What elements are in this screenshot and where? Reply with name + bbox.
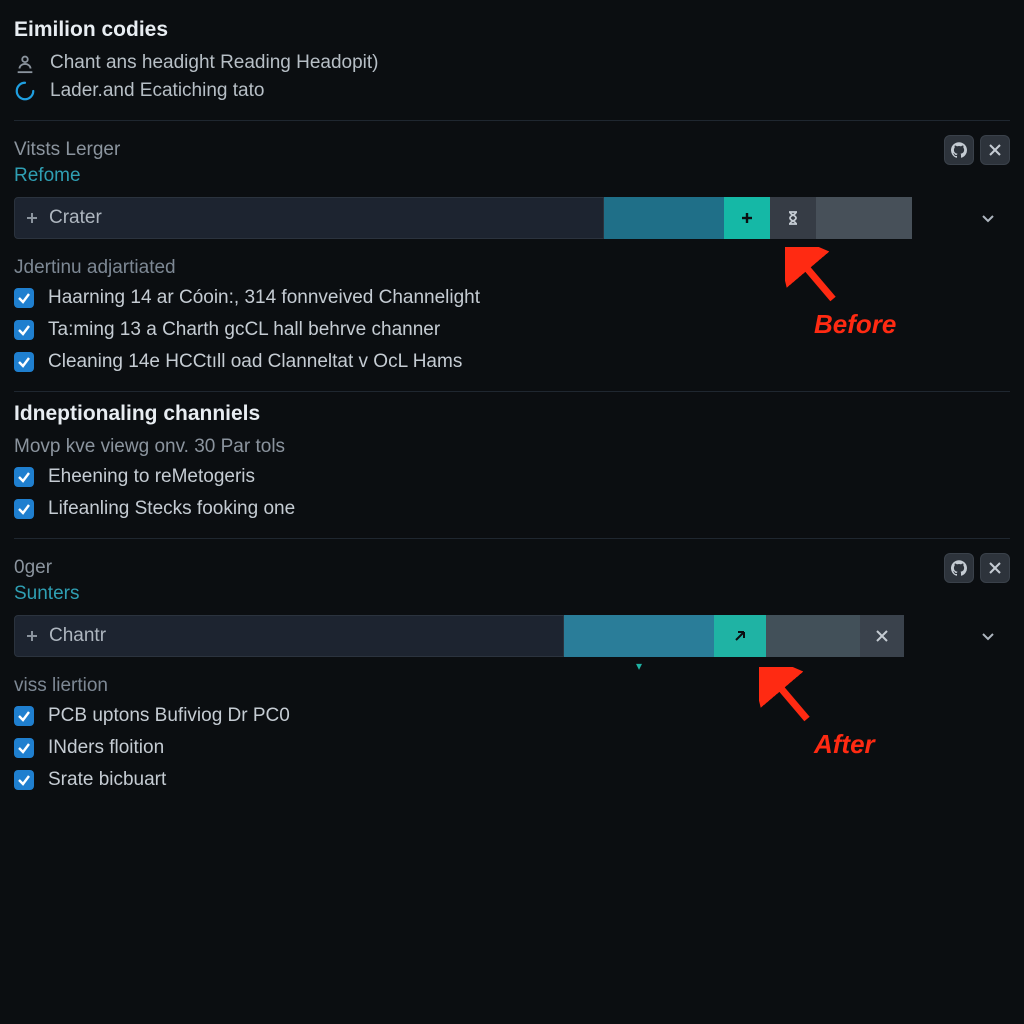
section2-sub: Movp kve viewg onv. 30 Par tols xyxy=(14,436,1010,458)
panel2-label: 0ger xyxy=(14,557,79,579)
section2-title: Idneptionaling channiels xyxy=(14,402,1010,426)
checkbox-icon[interactable] xyxy=(14,706,34,726)
panel2-expand[interactable] xyxy=(966,615,1010,657)
header-row-2-text: Lader.and Ecatiching tato xyxy=(50,80,264,102)
panel1-list: Haarning 14 ar Cóoin:, 314 fonnveived Ch… xyxy=(14,287,1010,373)
list-item-label: Cleaning 14e HCCtıll oad Clanneltat v Oc… xyxy=(48,351,462,373)
panel2-bar: Chantr xyxy=(14,615,1010,657)
checkbox-icon[interactable] xyxy=(14,499,34,519)
divider xyxy=(14,538,1010,539)
panel1-expand[interactable] xyxy=(966,197,1010,239)
page-title: Eimilion codies xyxy=(14,18,1010,42)
panel1-seg-progress[interactable] xyxy=(604,197,724,239)
panel1-seg-gray[interactable] xyxy=(816,197,912,239)
list-item[interactable]: Haarning 14 ar Cóoin:, 314 fonnveived Ch… xyxy=(14,287,1010,309)
panel1-input[interactable]: Crater xyxy=(14,197,604,239)
panel1-label: Vitsts Lerger xyxy=(14,139,120,161)
close-button[interactable] xyxy=(980,553,1010,583)
list-item[interactable]: Cleaning 14e HCCtıll oad Clanneltat v Oc… xyxy=(14,351,1010,373)
list-item-label: INders floition xyxy=(48,737,164,759)
panel2-list: PCB uptons Bufiviog Dr PC0 INders floiti… xyxy=(14,705,1010,791)
tiny-caret-icon: ▾ xyxy=(636,659,642,673)
panel2-close-seg[interactable] xyxy=(860,615,904,657)
list-item-label: PCB uptons Bufiviog Dr PC0 xyxy=(48,705,290,727)
checkbox-icon[interactable] xyxy=(14,352,34,372)
github-button[interactable] xyxy=(944,553,974,583)
list-item-label: Eheening to reMetogeris xyxy=(48,466,255,488)
panel1-input-text: Crater xyxy=(49,207,102,229)
divider xyxy=(14,120,1010,121)
panel2-seg-gray[interactable] xyxy=(766,615,860,657)
checkbox-icon[interactable] xyxy=(14,770,34,790)
panel1-hourglass-button[interactable] xyxy=(770,197,816,239)
panel2-seg-progress[interactable] xyxy=(564,615,714,657)
panel2-group-label: viss liertion xyxy=(14,675,1010,697)
list-item-label: Srate bicbuart xyxy=(48,769,166,791)
github-button[interactable] xyxy=(944,135,974,165)
panel1-add-button[interactable] xyxy=(724,197,770,239)
header-row-2: Lader.and Ecatiching tato xyxy=(14,80,1010,102)
panel2-input[interactable]: Chantr xyxy=(14,615,564,657)
checkbox-icon[interactable] xyxy=(14,288,34,308)
panel1-group-label: Jdertinu adjartiated xyxy=(14,257,1010,279)
panel1-head: Vitsts Lerger Refome xyxy=(14,131,1010,187)
list-item-label: Haarning 14 ar Cóoin:, 314 fonnveived Ch… xyxy=(48,287,480,309)
spinner-icon xyxy=(14,80,36,102)
list-item[interactable]: Eheening to reMetogeris xyxy=(14,466,1010,488)
plus-icon xyxy=(25,211,39,225)
user-underline-icon xyxy=(14,52,36,74)
close-button[interactable] xyxy=(980,135,1010,165)
panel2-head: 0ger Sunters xyxy=(14,549,1010,605)
list-item[interactable]: PCB uptons Bufiviog Dr PC0 xyxy=(14,705,1010,727)
checkbox-icon[interactable] xyxy=(14,738,34,758)
list-item[interactable]: Srate bicbuart xyxy=(14,769,1010,791)
panel2-send-button[interactable] xyxy=(714,615,766,657)
divider xyxy=(14,391,1010,392)
header-row-1-text: Chant ans headight Reading Headopit) xyxy=(50,52,379,74)
list-item[interactable]: INders floition xyxy=(14,737,1010,759)
list-item[interactable]: Lifeanling Stecks fooking one xyxy=(14,498,1010,520)
panel2-input-text: Chantr xyxy=(49,625,106,647)
header-row-1: Chant ans headight Reading Headopit) xyxy=(14,52,1010,74)
plus-icon xyxy=(25,629,39,643)
list-item[interactable]: Ta:ming 13 a Charth gcCL hall behrve cha… xyxy=(14,319,1010,341)
panel1-bar: Crater xyxy=(14,197,1010,239)
checkbox-icon[interactable] xyxy=(14,320,34,340)
panel1-link[interactable]: Refome xyxy=(14,165,120,187)
list-item-label: Lifeanling Stecks fooking one xyxy=(48,498,295,520)
checkbox-icon[interactable] xyxy=(14,467,34,487)
panel2-link[interactable]: Sunters xyxy=(14,583,79,605)
list-item-label: Ta:ming 13 a Charth gcCL hall behrve cha… xyxy=(48,319,440,341)
section2-list: Eheening to reMetogeris Lifeanling Steck… xyxy=(14,466,1010,520)
